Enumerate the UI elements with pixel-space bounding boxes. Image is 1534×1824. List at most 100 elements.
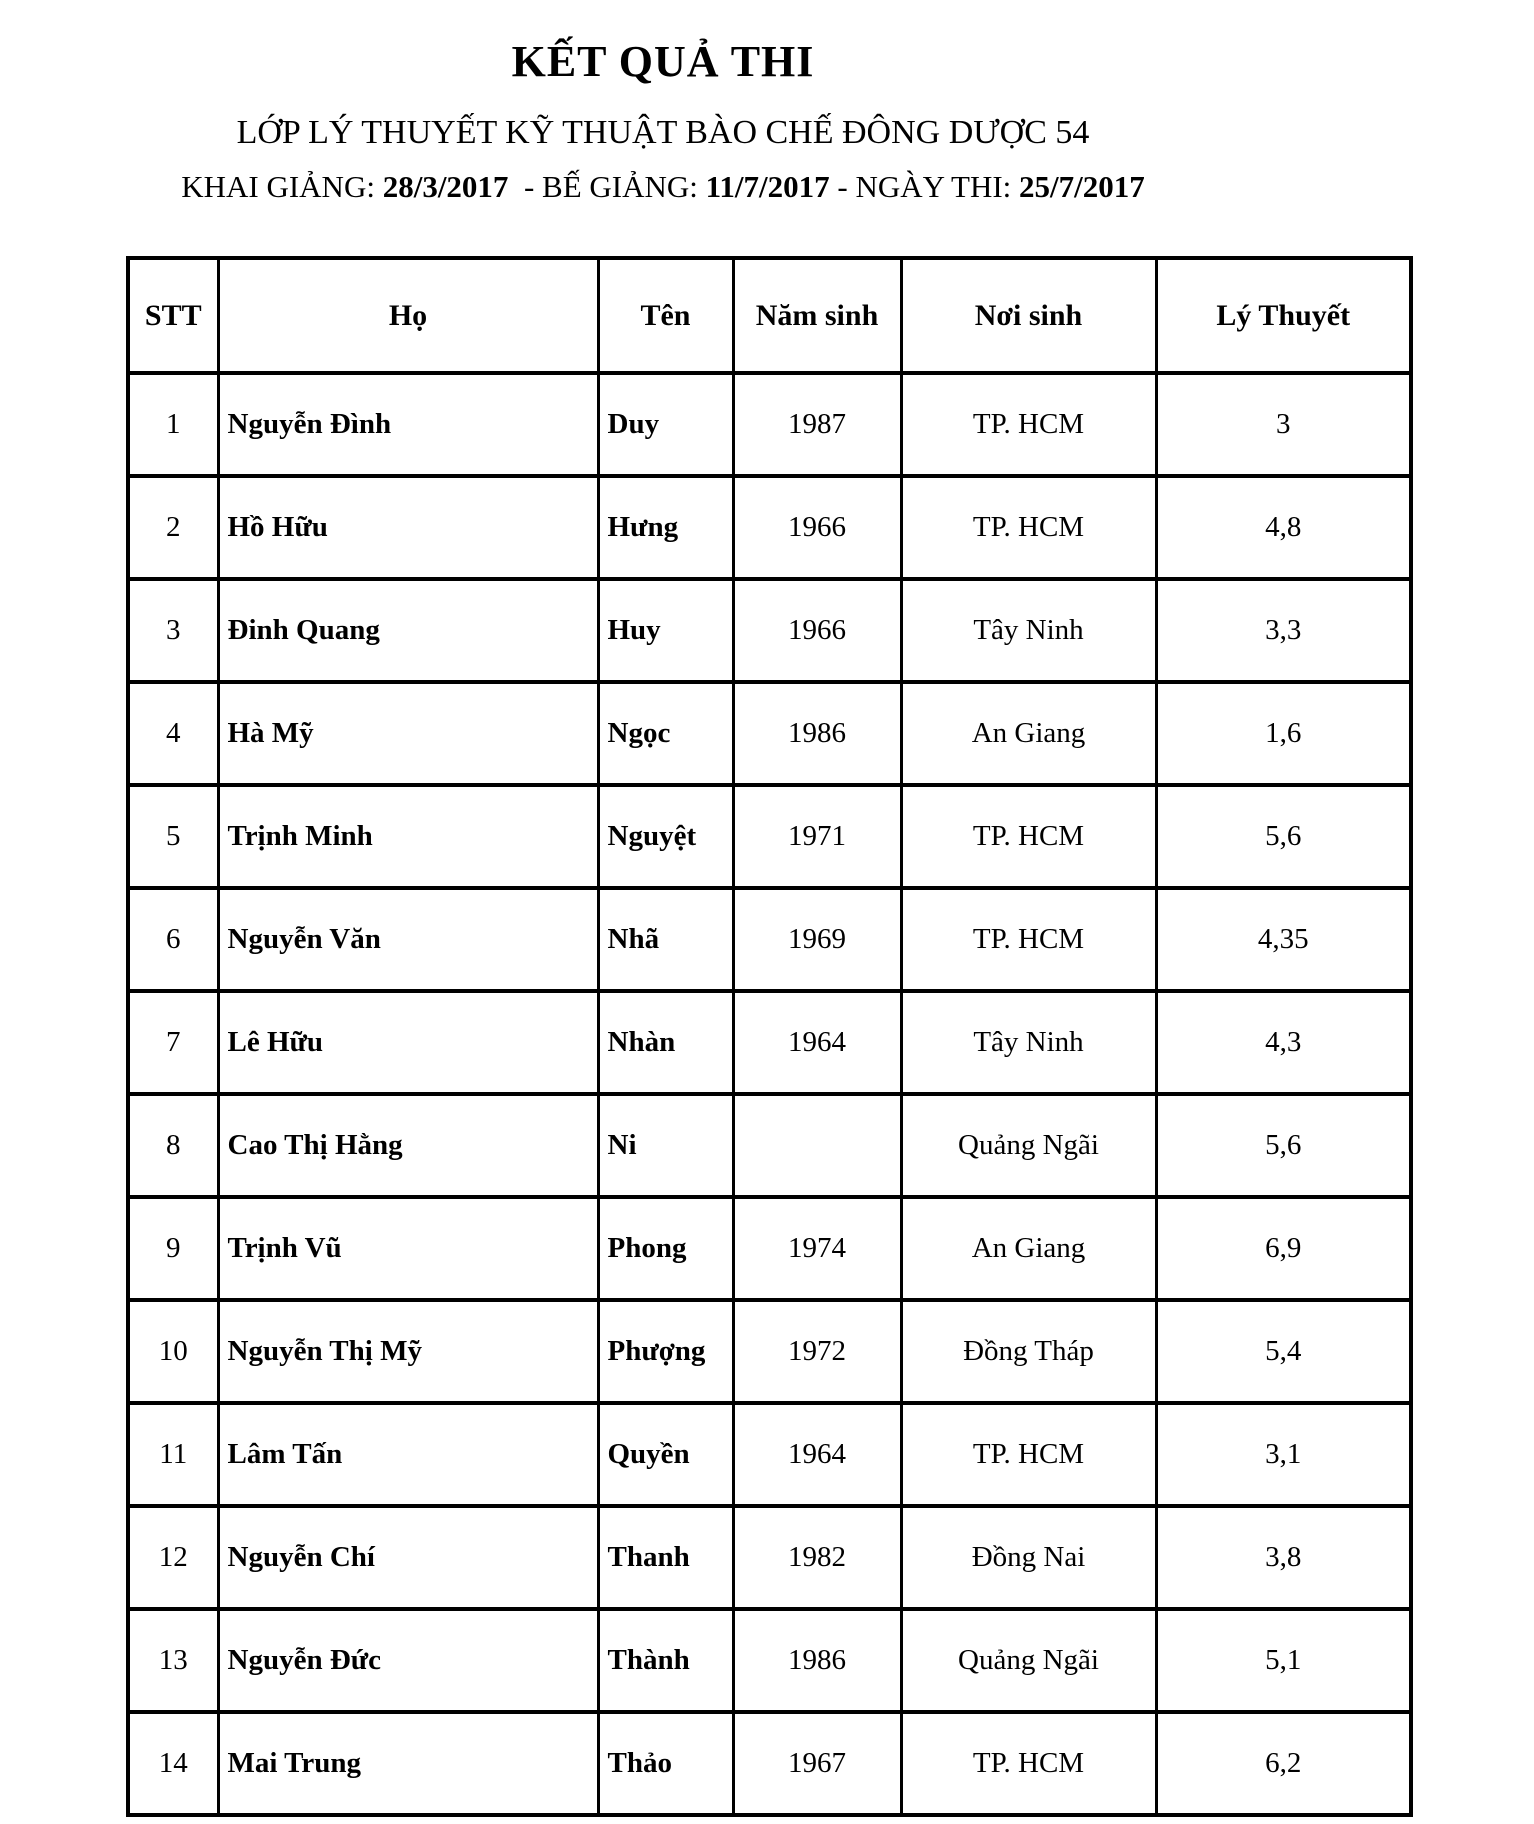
cell-noi-sinh: TP. HCM [899, 1401, 1158, 1509]
cell-ho: Lê Hữu [216, 989, 600, 1097]
cell-stt: 4 [126, 680, 220, 788]
cell-nam-sinh [731, 1092, 903, 1200]
cell-stt: 3 [126, 577, 220, 685]
cell-ten: Ngọc [596, 680, 735, 788]
cell-noi-sinh: Quảng Ngãi [899, 1092, 1158, 1200]
cell-nam-sinh: 1964 [731, 989, 903, 1097]
heading-block: KẾT QUẢ THI LỚP LÝ THUYẾT KỸ THUẬT BÀO C… [0, 36, 1326, 206]
cell-ho: Hồ Hữu [216, 474, 600, 582]
opening-date: 28/3/2017 [382, 168, 509, 204]
cell-ten: Thành [596, 1607, 735, 1715]
cell-stt: 12 [126, 1504, 220, 1612]
column-header-ly-thuyet: Lý Thuyết [1154, 256, 1413, 376]
cell-noi-sinh: Tây Ninh [899, 577, 1158, 685]
table-row: 12 Nguyễn Chí Thanh 1982 Đồng Nai 3,8 [126, 1504, 1413, 1612]
cell-stt: 11 [126, 1401, 220, 1509]
column-header-noi-sinh: Nơi sinh [899, 256, 1158, 376]
cell-ten: Phong [596, 1195, 735, 1303]
table-row: 2 Hồ Hữu Hưng 1966 TP. HCM 4,8 [126, 474, 1413, 582]
cell-stt: 9 [126, 1195, 220, 1303]
cell-stt: 1 [126, 371, 220, 479]
cell-nam-sinh: 1982 [731, 1504, 903, 1612]
cell-ten: Ni [596, 1092, 735, 1200]
cell-noi-sinh: An Giang [899, 1195, 1158, 1303]
class-subtitle: LỚP LÝ THUYẾT KỸ THUẬT BÀO CHẾ ĐÔNG DƯỢC… [236, 113, 1090, 151]
cell-ho: Hà Mỹ [216, 680, 600, 788]
cell-ten: Nhàn [596, 989, 735, 1097]
table-row: 7 Lê Hữu Nhàn 1964 Tây Ninh 4,3 [126, 989, 1413, 1097]
cell-stt: 7 [126, 989, 220, 1097]
cell-ten: Huy [596, 577, 735, 685]
table-row: 1 Nguyễn Đình Duy 1987 TP. HCM 3 [126, 371, 1413, 479]
cell-nam-sinh: 1967 [731, 1710, 903, 1818]
header-row: STT Họ Tên Năm sinh Nơi sinh Lý Thuyết [126, 256, 1413, 376]
cell-ly-thuyet: 1,6 [1154, 680, 1413, 788]
schedule-label-exam: - NGÀY THI: [829, 168, 1020, 204]
cell-ho: Nguyễn Đức [216, 1607, 600, 1715]
cell-ho: Nguyễn Đình [216, 371, 600, 479]
cell-ly-thuyet: 4,3 [1154, 989, 1413, 1097]
cell-ly-thuyet: 6,9 [1154, 1195, 1413, 1303]
cell-noi-sinh: Đồng Tháp [899, 1298, 1158, 1406]
results-table-body: 1 Nguyễn Đình Duy 1987 TP. HCM 3 2 Hồ Hữ… [126, 371, 1413, 1818]
cell-ten: Nguyệt [596, 783, 735, 891]
table-row: 13 Nguyễn Đức Thành 1986 Quảng Ngãi 5,1 [126, 1607, 1413, 1715]
cell-noi-sinh: TP. HCM [899, 886, 1158, 994]
cell-noi-sinh: Quảng Ngãi [899, 1607, 1158, 1715]
results-table-header: STT Họ Tên Năm sinh Nơi sinh Lý Thuyết [126, 256, 1413, 376]
cell-stt: 5 [126, 783, 220, 891]
table-row: 6 Nguyễn Văn Nhã 1969 TP. HCM 4,35 [126, 886, 1413, 994]
cell-ly-thuyet: 6,2 [1154, 1710, 1413, 1818]
cell-noi-sinh: Đồng Nai [899, 1504, 1158, 1612]
cell-ly-thuyet: 4,8 [1154, 474, 1413, 582]
cell-nam-sinh: 1966 [731, 474, 903, 582]
cell-ho: Lâm Tấn [216, 1401, 600, 1509]
cell-nam-sinh: 1964 [731, 1401, 903, 1509]
cell-nam-sinh: 1986 [731, 1607, 903, 1715]
table-row: 14 Mai Trung Thảo 1967 TP. HCM 6,2 [126, 1710, 1413, 1818]
table-row: 11 Lâm Tấn Quyền 1964 TP. HCM 3,1 [126, 1401, 1413, 1509]
cell-ho: Nguyễn Thị Mỹ [216, 1298, 600, 1406]
cell-ho: Trịnh Vũ [216, 1195, 600, 1303]
cell-ten: Nhã [596, 886, 735, 994]
cell-nam-sinh: 1971 [731, 783, 903, 891]
results-table: STT Họ Tên Năm sinh Nơi sinh Lý Thuyết 1… [126, 256, 1413, 1818]
table-row: 9 Trịnh Vũ Phong 1974 An Giang 6,9 [126, 1195, 1413, 1303]
cell-stt: 8 [126, 1092, 220, 1200]
cell-ten: Thảo [596, 1710, 735, 1818]
cell-noi-sinh: TP. HCM [899, 783, 1158, 891]
schedule-line: KHAI GIẢNG: 28/3/2017 - BẾ GIẢNG: 11/7/2… [0, 168, 1326, 207]
cell-ten: Thanh [596, 1504, 735, 1612]
column-header-stt: STT [126, 256, 220, 376]
cell-stt: 13 [126, 1607, 220, 1715]
cell-ly-thuyet: 5,6 [1154, 783, 1413, 891]
cell-noi-sinh: TP. HCM [899, 1710, 1158, 1818]
table-row: 3 Đinh Quang Huy 1966 Tây Ninh 3,3 [126, 577, 1413, 685]
cell-ten: Phượng [596, 1298, 735, 1406]
cell-ly-thuyet: 3 [1154, 371, 1413, 479]
cell-ho: Nguyễn Văn [216, 886, 600, 994]
cell-nam-sinh: 1987 [731, 371, 903, 479]
cell-ho: Mai Trung [216, 1710, 600, 1818]
cell-nam-sinh: 1969 [731, 886, 903, 994]
cell-ho: Trịnh Minh [216, 783, 600, 891]
cell-ly-thuyet: 5,1 [1154, 1607, 1413, 1715]
cell-nam-sinh: 1974 [731, 1195, 903, 1303]
column-header-nam-sinh: Năm sinh [731, 256, 903, 376]
cell-ly-thuyet: 3,3 [1154, 577, 1413, 685]
cell-ho: Cao Thị Hằng [216, 1092, 600, 1200]
cell-stt: 10 [126, 1298, 220, 1406]
table-row: 4 Hà Mỹ Ngọc 1986 An Giang 1,6 [126, 680, 1413, 788]
table-row: 8 Cao Thị Hằng Ni Quảng Ngãi 5,6 [126, 1092, 1413, 1200]
table-row: 10 Nguyễn Thị Mỹ Phượng 1972 Đồng Tháp 5… [126, 1298, 1413, 1406]
cell-noi-sinh: An Giang [899, 680, 1158, 788]
cell-ten: Duy [596, 371, 735, 479]
cell-noi-sinh: TP. HCM [899, 474, 1158, 582]
schedule-label-closing: - BẾ GIẢNG: [508, 168, 706, 204]
cell-stt: 14 [126, 1710, 220, 1818]
cell-ly-thuyet: 5,4 [1154, 1298, 1413, 1406]
page-title: KẾT QUẢ THI [511, 37, 815, 86]
cell-ly-thuyet: 3,1 [1154, 1401, 1413, 1509]
column-header-ten: Tên [596, 256, 735, 376]
